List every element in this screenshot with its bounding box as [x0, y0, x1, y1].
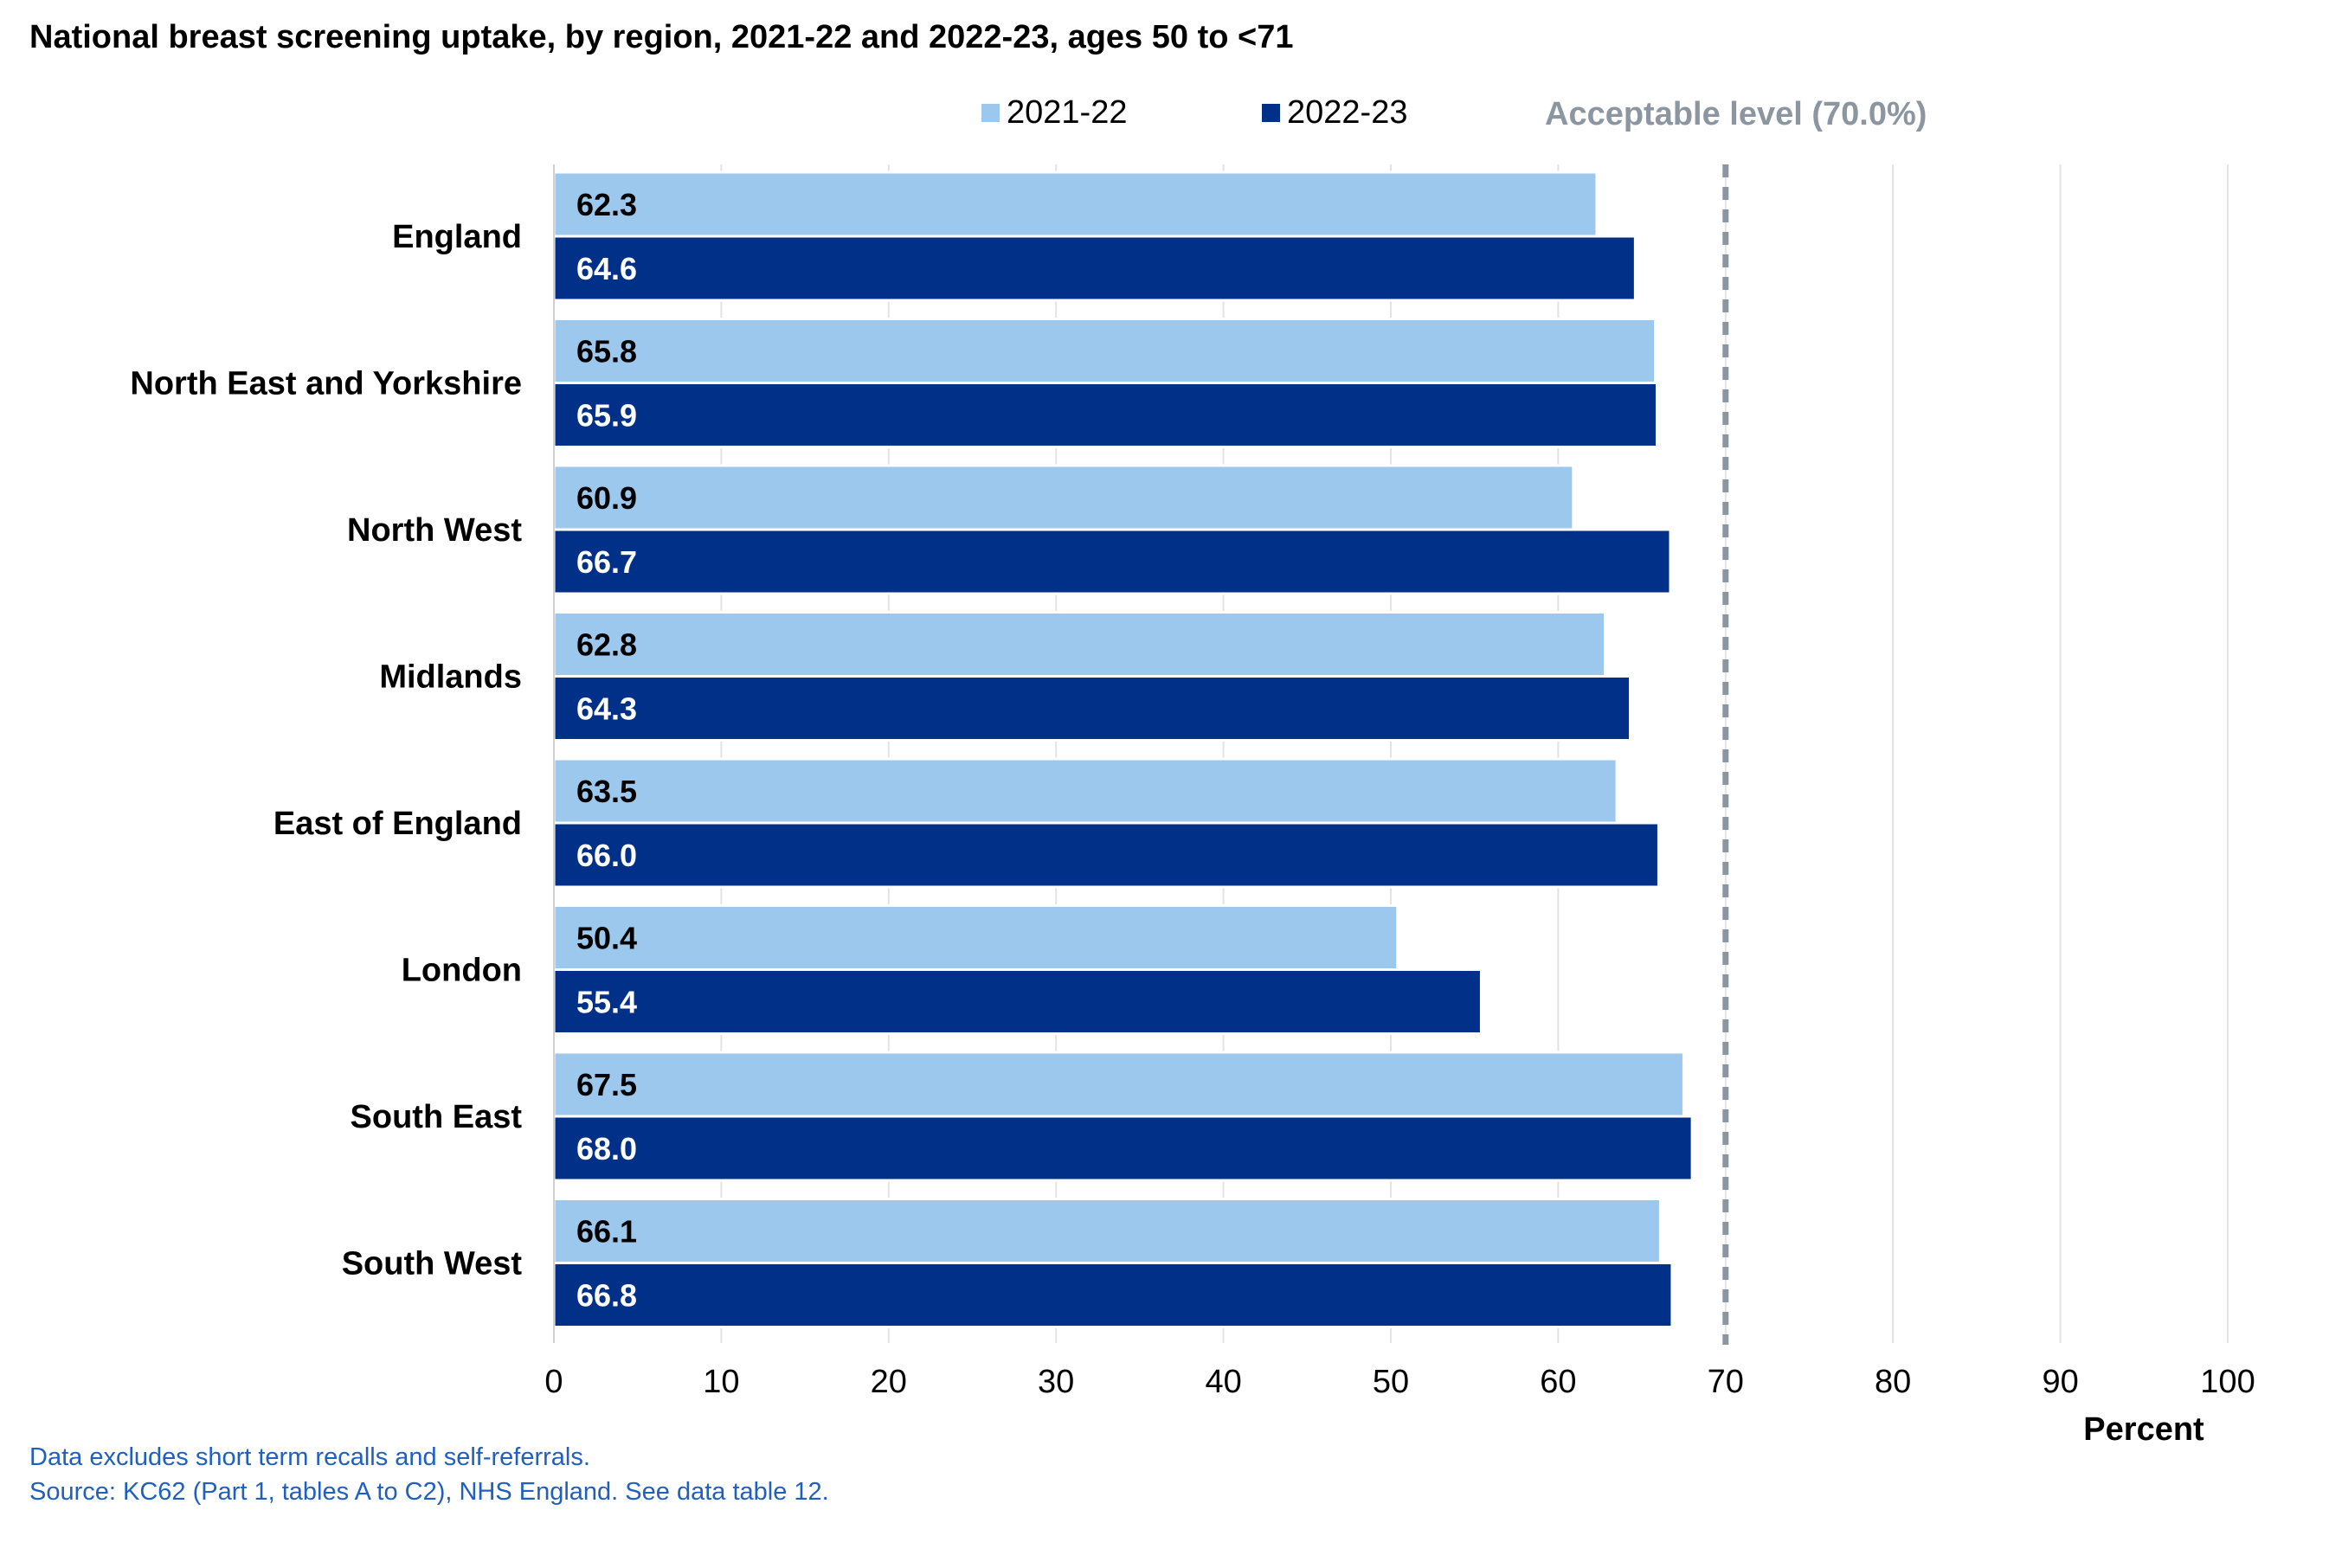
x-tick-label-1: 10: [703, 1364, 739, 1400]
x-tick-label-0: 0: [544, 1364, 563, 1400]
bar-2-8: [552, 1262, 1674, 1328]
bar-1-2: [552, 318, 1657, 384]
bar-2-5: [552, 821, 1660, 889]
x-axis-title: Percent: [2083, 1411, 2204, 1448]
category-label-5: East of England: [273, 806, 522, 842]
bar-2-7: [552, 1115, 1694, 1182]
data-label-1-4: 62.8: [576, 627, 637, 663]
data-label-1-8: 66.1: [576, 1214, 637, 1250]
data-label-2-5: 66.0: [576, 838, 637, 873]
data-label-2-3: 66.7: [576, 544, 637, 580]
bar-1-7: [552, 1051, 1685, 1118]
legend-label-1: 2021-22: [1007, 94, 1127, 131]
data-label-1-2: 65.8: [576, 334, 637, 370]
x-tick-label-7: 70: [1708, 1364, 1744, 1400]
category-label-6: London: [402, 953, 522, 989]
legend-swatch-2: [1262, 104, 1280, 122]
data-label-1-7: 67.5: [576, 1067, 637, 1102]
data-label-1-1: 62.3: [576, 187, 637, 222]
bar-1-8: [552, 1198, 1662, 1264]
category-label-3: North West: [347, 512, 522, 549]
footnote-source: Source: KC62 (Part 1, tables A to C2), N…: [29, 1478, 829, 1506]
x-tick-label-4: 40: [1205, 1364, 1241, 1400]
bar-1-1: [552, 170, 1599, 238]
category-label-8: South West: [342, 1246, 523, 1282]
bars: 62.3 64.6 65.8 65.9 60.9 66.7 62.8 64.3 63.5 66.0…: [552, 164, 1694, 1343]
legend-label-reference: Acceptable level (70.0%): [1545, 96, 1927, 132]
bar-1-4: [552, 611, 1607, 678]
bar-1-3: [552, 464, 1575, 531]
legend-label-2: 2022-23: [1287, 94, 1407, 131]
bar-2-1: [552, 235, 1637, 302]
data-label-1-3: 60.9: [576, 480, 637, 516]
x-tick-label-2: 20: [871, 1364, 907, 1400]
x-tick-label-5: 50: [1373, 1364, 1409, 1400]
data-label-2-6: 55.4: [576, 985, 637, 1020]
bar-2-6: [552, 968, 1483, 1035]
x-tick-label-3: 30: [1038, 1364, 1074, 1400]
data-label-1-6: 50.4: [576, 921, 637, 956]
x-tick-label-8: 80: [1875, 1364, 1911, 1400]
category-label-7: South East: [351, 1099, 523, 1135]
x-tick-labels: 0 10 20 30 40 50 60 70 80 90 100: [544, 1364, 2255, 1400]
category-label-4: Midlands: [379, 659, 522, 696]
bar-1-6: [552, 904, 1399, 971]
x-tick-label-10: 100: [2200, 1364, 2255, 1400]
bar-2-4: [552, 675, 1632, 742]
data-label-2-2: 65.9: [576, 398, 637, 434]
category-label-1: England: [392, 219, 522, 255]
data-label-2-8: 66.8: [576, 1278, 637, 1314]
category-labels: England North East and Yorkshire North Wes…: [130, 219, 522, 1282]
data-label-1-5: 63.5: [576, 774, 637, 809]
legend: 2021-22 2022-23 Acceptable level (70.0%): [981, 94, 1927, 132]
data-label-2-4: 64.3: [576, 691, 637, 727]
x-tick-label-9: 90: [2042, 1364, 2078, 1400]
bar-2-3: [552, 528, 1672, 595]
bar-2-2: [552, 382, 1659, 448]
category-label-2: North East and Yorkshire: [130, 366, 522, 402]
x-tick-label-6: 60: [1540, 1364, 1576, 1400]
bar-1-5: [552, 757, 1618, 825]
data-label-2-7: 68.0: [576, 1131, 637, 1166]
chart-title: National breast screening uptake, by reg…: [29, 19, 1293, 55]
data-label-2-1: 64.6: [576, 251, 637, 286]
legend-swatch-1: [981, 104, 1000, 122]
footnote-exclusions: Data excludes short term recalls and sel…: [29, 1443, 590, 1471]
